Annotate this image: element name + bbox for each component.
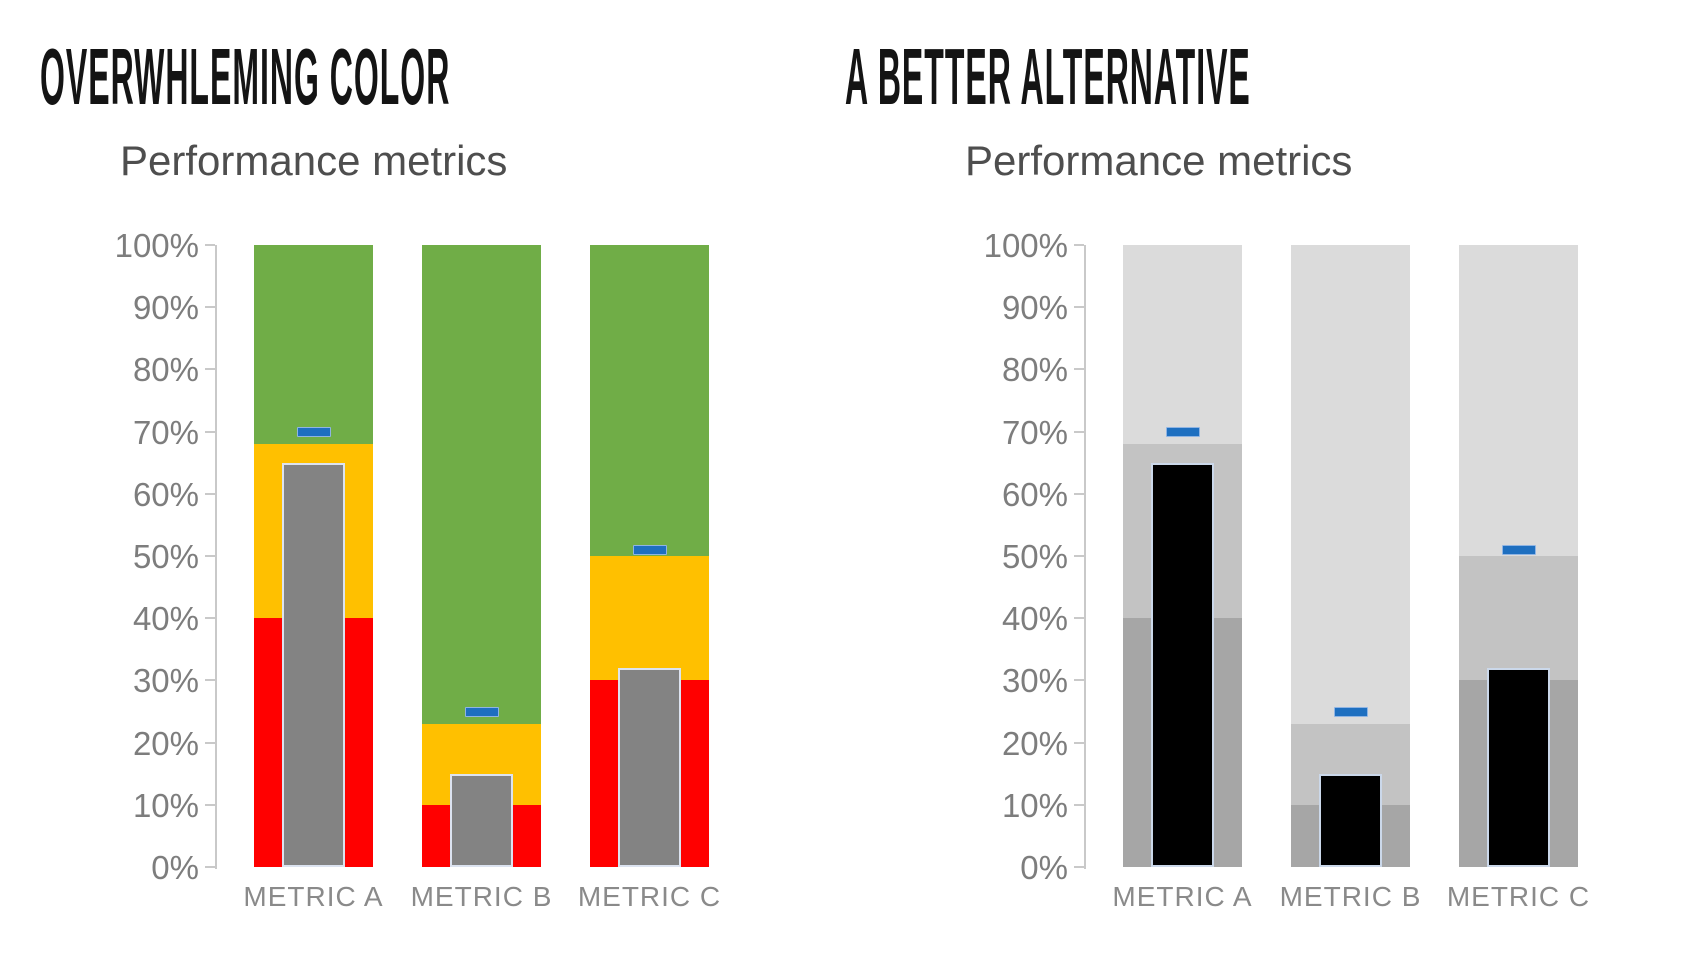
y-axis-tick [1074, 803, 1084, 806]
y-tick-label: 60% [1001, 475, 1068, 513]
y-tick-label: 70% [1001, 413, 1068, 451]
x-axis-label: METRIC A [1112, 881, 1253, 912]
y-tick-label: 20% [1001, 724, 1068, 762]
y-axis-tick [1074, 679, 1084, 682]
y-tick-label: 10% [1001, 786, 1068, 824]
heading-overwhelming-color: OVERWHLEMING COLOR [40, 31, 451, 122]
y-tick-label: 60% [132, 475, 199, 513]
bar-group-metric-a [1123, 245, 1242, 867]
y-tick-label: 40% [132, 600, 199, 638]
y-tick-label: 20% [132, 724, 199, 762]
y-axis-tick [1074, 306, 1084, 309]
y-tick-label: 30% [132, 662, 199, 700]
y-axis-tick [205, 803, 215, 806]
y-tick-label: 100% [983, 227, 1068, 264]
y-tick-label: 50% [132, 538, 199, 575]
y-tick-label: 90% [1001, 289, 1068, 327]
y-tick-label: 100% [114, 227, 199, 264]
y-axis-tick [205, 617, 215, 620]
actual-bar [618, 668, 681, 867]
y-axis-tick [1074, 617, 1084, 620]
band-high-segment [1459, 245, 1578, 556]
bar-group-metric-c [590, 245, 709, 867]
y-tick-label: 90% [132, 289, 199, 327]
band-high-segment [254, 245, 373, 444]
y-axis-tick [205, 306, 215, 309]
actual-bar [450, 773, 513, 867]
y-axis-tick [1074, 866, 1084, 868]
target-dash-marker [632, 544, 667, 555]
y-axis-tick [205, 430, 215, 433]
y-axis-tick [205, 368, 215, 371]
x-axis-label: METRIC C [1446, 881, 1591, 912]
band-mid-segment [1459, 556, 1578, 681]
y-axis-line [215, 245, 217, 869]
bar-group-metric-b [1291, 245, 1410, 867]
x-axis-label: METRIC B [410, 881, 553, 912]
actual-bar [1487, 668, 1550, 867]
band-mid-segment [590, 556, 709, 681]
chart-title: Performance metrics [965, 137, 1353, 184]
y-axis-tick [1074, 368, 1084, 371]
y-tick-label: 50% [1001, 538, 1068, 575]
y-tick-label: 70% [132, 413, 199, 451]
y-axis-tick [205, 741, 215, 744]
y-axis-tick [1074, 492, 1084, 495]
y-tick-label: 0% [151, 849, 199, 886]
y-axis-tick [205, 866, 215, 868]
y-tick-label: 30% [1001, 662, 1068, 700]
y-tick-label: 80% [1001, 351, 1068, 389]
bar-group-metric-b [422, 245, 541, 867]
y-tick-label: 40% [1001, 600, 1068, 638]
y-axis-tick [1074, 555, 1084, 557]
x-axis-label: METRIC B [1279, 881, 1422, 912]
y-axis-tick [205, 555, 215, 557]
y-axis-tick [1074, 430, 1084, 433]
target-dash-marker [1165, 426, 1200, 437]
y-axis-tick [205, 492, 215, 495]
x-axis-label: METRIC A [243, 881, 384, 912]
y-tick-label: 0% [1020, 849, 1068, 886]
target-dash-marker [296, 426, 331, 437]
bar-group-metric-a [254, 245, 373, 867]
y-axis-line [1084, 245, 1086, 869]
y-axis-tick [1074, 741, 1084, 744]
target-dash-marker [464, 706, 499, 717]
x-axis-label: METRIC C [577, 881, 722, 912]
target-dash-marker [1501, 544, 1536, 555]
y-axis-tick [1074, 244, 1084, 246]
band-high-segment [1123, 245, 1242, 444]
y-axis-tick [205, 244, 215, 246]
band-high-segment [590, 245, 709, 556]
band-high-segment [1291, 245, 1410, 724]
actual-bar [1319, 773, 1382, 867]
target-dash-marker [1333, 706, 1368, 717]
bar-group-metric-c [1459, 245, 1578, 867]
chart-title: Performance metrics [120, 137, 508, 184]
y-axis-tick [205, 679, 215, 682]
y-tick-label: 80% [132, 351, 199, 389]
heading-better-alternative: A BETTER ALTERNATIVE [845, 31, 1251, 122]
band-high-segment [422, 245, 541, 724]
actual-bar [282, 462, 345, 867]
y-tick-label: 10% [132, 786, 199, 824]
actual-bar [1151, 462, 1214, 867]
